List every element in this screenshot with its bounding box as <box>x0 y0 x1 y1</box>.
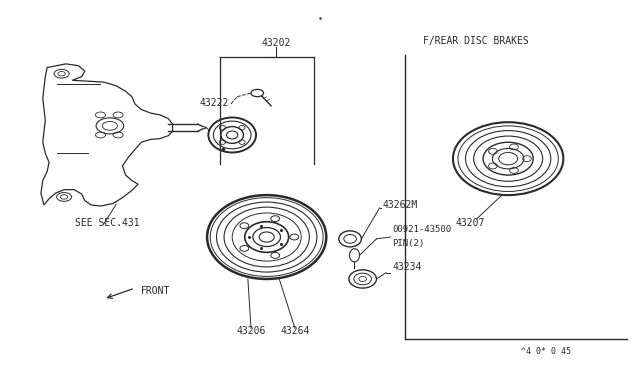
Text: 00921-43500: 00921-43500 <box>392 225 451 234</box>
Text: 43206: 43206 <box>236 326 266 336</box>
Text: F/REAR DISC BRAKES: F/REAR DISC BRAKES <box>424 36 529 46</box>
Text: 43262M: 43262M <box>383 200 418 210</box>
Text: FRONT: FRONT <box>141 286 171 295</box>
Text: SEE SEC.431: SEE SEC.431 <box>76 218 140 228</box>
Text: 43202: 43202 <box>261 38 291 48</box>
Text: ^4 0* 0 45: ^4 0* 0 45 <box>521 347 571 356</box>
Text: 43207: 43207 <box>456 218 485 228</box>
Text: 43222: 43222 <box>200 98 229 108</box>
Text: 43264: 43264 <box>280 326 310 336</box>
Text: 43234: 43234 <box>392 262 422 272</box>
Text: PIN(2): PIN(2) <box>392 239 424 248</box>
